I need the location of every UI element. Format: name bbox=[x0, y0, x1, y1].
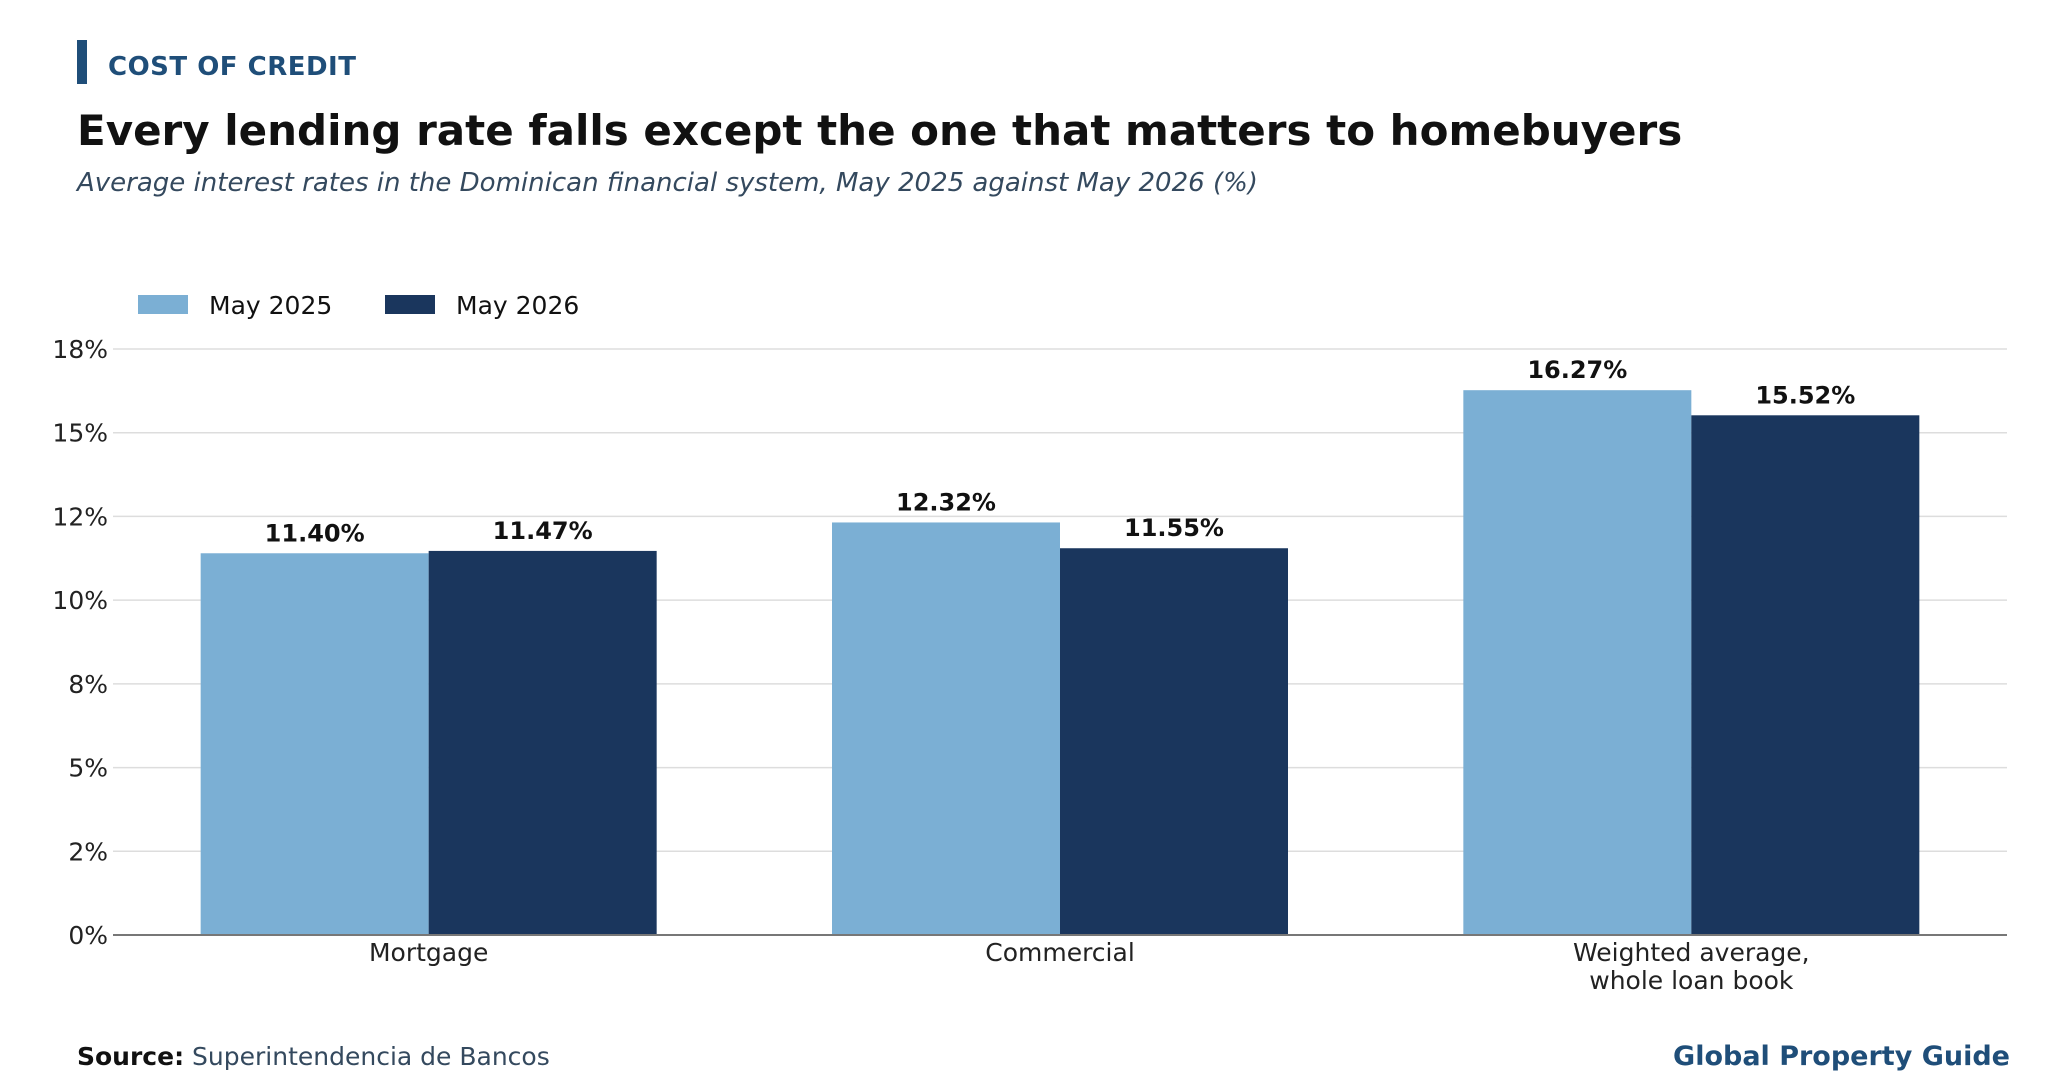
y-tick-label: 2% bbox=[68, 837, 108, 866]
source-note: Source: Superintendencia de Bancos bbox=[77, 1042, 550, 1071]
chart-title: Every lending rate falls except the one … bbox=[77, 106, 1683, 155]
data-label: 16.27% bbox=[1527, 356, 1627, 384]
bar bbox=[200, 553, 429, 935]
brand-label: Global Property Guide bbox=[1673, 1041, 2010, 1072]
y-tick-label: 8% bbox=[68, 670, 108, 699]
data-label: 15.52% bbox=[1755, 381, 1855, 409]
y-tick-label: 10% bbox=[52, 586, 108, 615]
data-label: 11.40% bbox=[265, 519, 365, 547]
y-tick-label: 0% bbox=[68, 921, 108, 950]
source-text: Superintendencia de Bancos bbox=[192, 1042, 550, 1071]
data-label: 12.32% bbox=[896, 488, 996, 516]
legend-swatch bbox=[385, 295, 435, 314]
y-tick-label: 18% bbox=[52, 335, 108, 364]
legend-label: May 2026 bbox=[456, 291, 579, 320]
x-tick-label: Commercial bbox=[985, 938, 1135, 967]
data-label: 11.47% bbox=[493, 517, 593, 545]
chart-subtitle: Average interest rates in the Dominican … bbox=[77, 168, 1258, 198]
x-tick-label: Weighted average, bbox=[1573, 938, 1810, 967]
bar bbox=[1463, 390, 1692, 935]
y-tick-label: 12% bbox=[52, 502, 108, 531]
source-label: Source: bbox=[77, 1042, 185, 1071]
bar-chart: 0% 2% 5% 8% 10% 12% 15% 18% 11.40% 11.47% Mortgage… bbox=[52, 291, 2007, 995]
y-tick-label: 15% bbox=[52, 419, 108, 448]
kicker-label: COST OF CREDIT bbox=[108, 52, 357, 82]
bar bbox=[1060, 548, 1288, 935]
x-tick-label: Mortgage bbox=[369, 938, 488, 967]
bar bbox=[1691, 415, 1920, 935]
data-label: 11.55% bbox=[1124, 514, 1224, 542]
legend-label: May 2025 bbox=[209, 291, 332, 320]
legend-swatch bbox=[138, 295, 188, 314]
x-tick-label: whole loan book bbox=[1589, 966, 1794, 995]
bar bbox=[832, 522, 1060, 935]
bar bbox=[428, 550, 657, 935]
kicker-accent-bar bbox=[77, 40, 87, 84]
y-tick-label: 5% bbox=[68, 754, 108, 783]
